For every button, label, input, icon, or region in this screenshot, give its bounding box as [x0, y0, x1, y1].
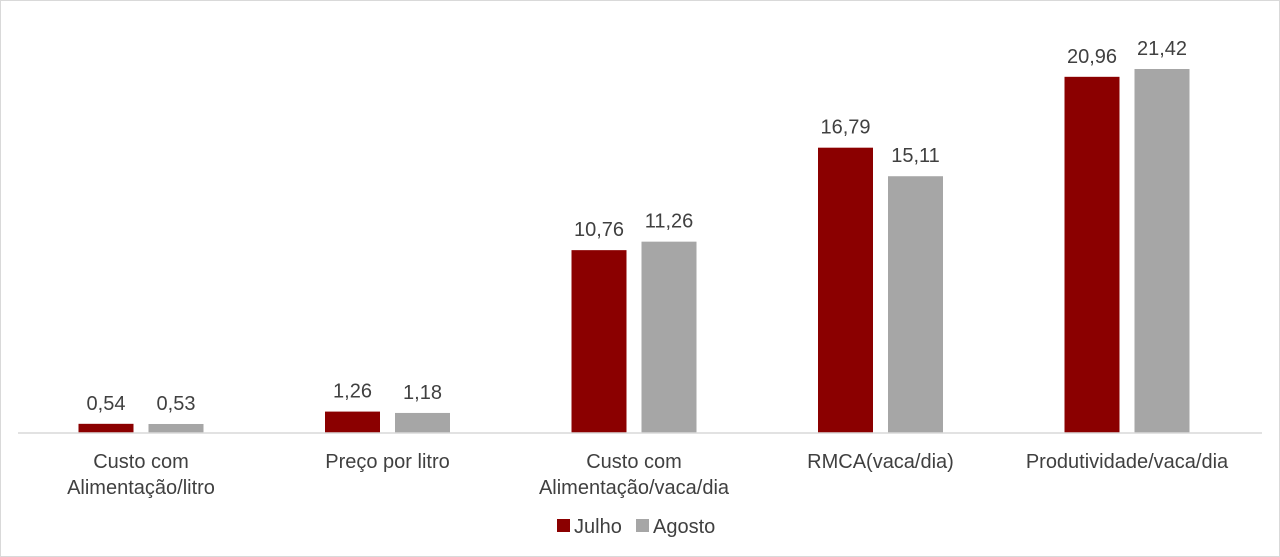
- data-label-agosto-1: 1,18: [403, 382, 442, 404]
- data-label-julho-3: 16,79: [820, 117, 870, 139]
- legend-swatch-agosto: [636, 519, 649, 532]
- category-label-0-line-1: Alimentação/litro: [67, 477, 215, 499]
- bar-julho-3: [818, 147, 873, 433]
- data-label-julho-2: 10,76: [574, 219, 624, 241]
- bar-agosto-1: [395, 412, 450, 433]
- bar-julho-2: [571, 250, 627, 433]
- bar-agosto-2: [641, 241, 697, 433]
- bar-julho-4: [1064, 76, 1120, 434]
- category-label-1-line-0: Preço por litro: [325, 451, 450, 473]
- data-label-agosto-2: 11,26: [645, 211, 694, 233]
- data-label-julho-4: 20,96: [1067, 46, 1117, 68]
- category-label-0-line-0: Custo com: [93, 451, 189, 473]
- bar-julho-1: [325, 411, 380, 433]
- legend-label-agosto: Agosto: [653, 516, 715, 538]
- category-label-2-line-0: Custo com: [586, 451, 682, 473]
- legend-swatch-julho: [557, 519, 570, 532]
- data-label-agosto-0: 0,53: [157, 393, 196, 415]
- data-label-agosto-3: 15,11: [891, 145, 940, 167]
- data-label-julho-1: 1,26: [333, 381, 372, 403]
- data-label-julho-0: 0,54: [87, 393, 126, 415]
- category-label-4-line-0: Produtividade/vaca/dia: [1026, 451, 1229, 473]
- bar-agosto-0: [148, 423, 204, 433]
- bar-julho-0: [78, 423, 134, 433]
- legend: Julho Agosto: [557, 516, 715, 538]
- data-label-agosto-4: 21,42: [1137, 38, 1187, 60]
- category-labels-group: Custo com Alimentação/litro Preço por litr…: [67, 451, 1229, 499]
- category-label-2-line-1: Alimentação/vaca/dia: [539, 477, 730, 499]
- bars-group: [78, 69, 1190, 434]
- data-labels-group: 0,54 0,53 1,26 1,18 10,76 11,26 16,79 15,11 20,9…: [87, 38, 1188, 415]
- bar-agosto-3: [888, 176, 943, 433]
- bar-agosto-4: [1134, 69, 1190, 433]
- legend-label-julho: Julho: [574, 516, 622, 538]
- category-label-3-line-0: RMCA(vaca/dia): [807, 451, 954, 473]
